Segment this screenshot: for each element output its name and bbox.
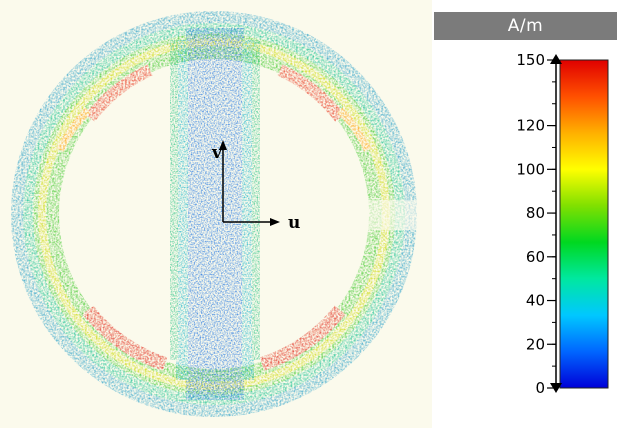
legend-ticks: 150 120 100 80 60 40 20 0 [516,51,556,397]
legend-max-arrow [550,54,562,64]
ring-gap-right [360,200,420,230]
legend-tick-label: 20 [526,335,545,353]
axis-v-label: v [211,143,223,163]
legend-unit-label: A/m [434,12,617,40]
legend-tick-label: 150 [516,51,545,69]
center-strip [170,28,260,400]
legend-scale: 150 120 100 80 60 40 20 0 [516,51,609,397]
color-legend: A/m 150 120 100 80 60 40 20 0 [432,0,617,428]
legend-tick-label: 40 [526,292,545,310]
legend-tick-label: 80 [526,204,545,222]
axis-u-label: u [288,213,300,233]
legend-tick-label: 120 [516,117,545,135]
legend-tick-label: 60 [526,248,545,266]
legend-tick-label: 0 [535,379,545,397]
legend-color-bar [559,59,609,389]
legend-tick-label: 100 [516,160,545,178]
current-distribution-plot: v u [0,0,432,428]
plot-canvas: v u [11,11,420,417]
uv-axes: v u [211,140,300,233]
